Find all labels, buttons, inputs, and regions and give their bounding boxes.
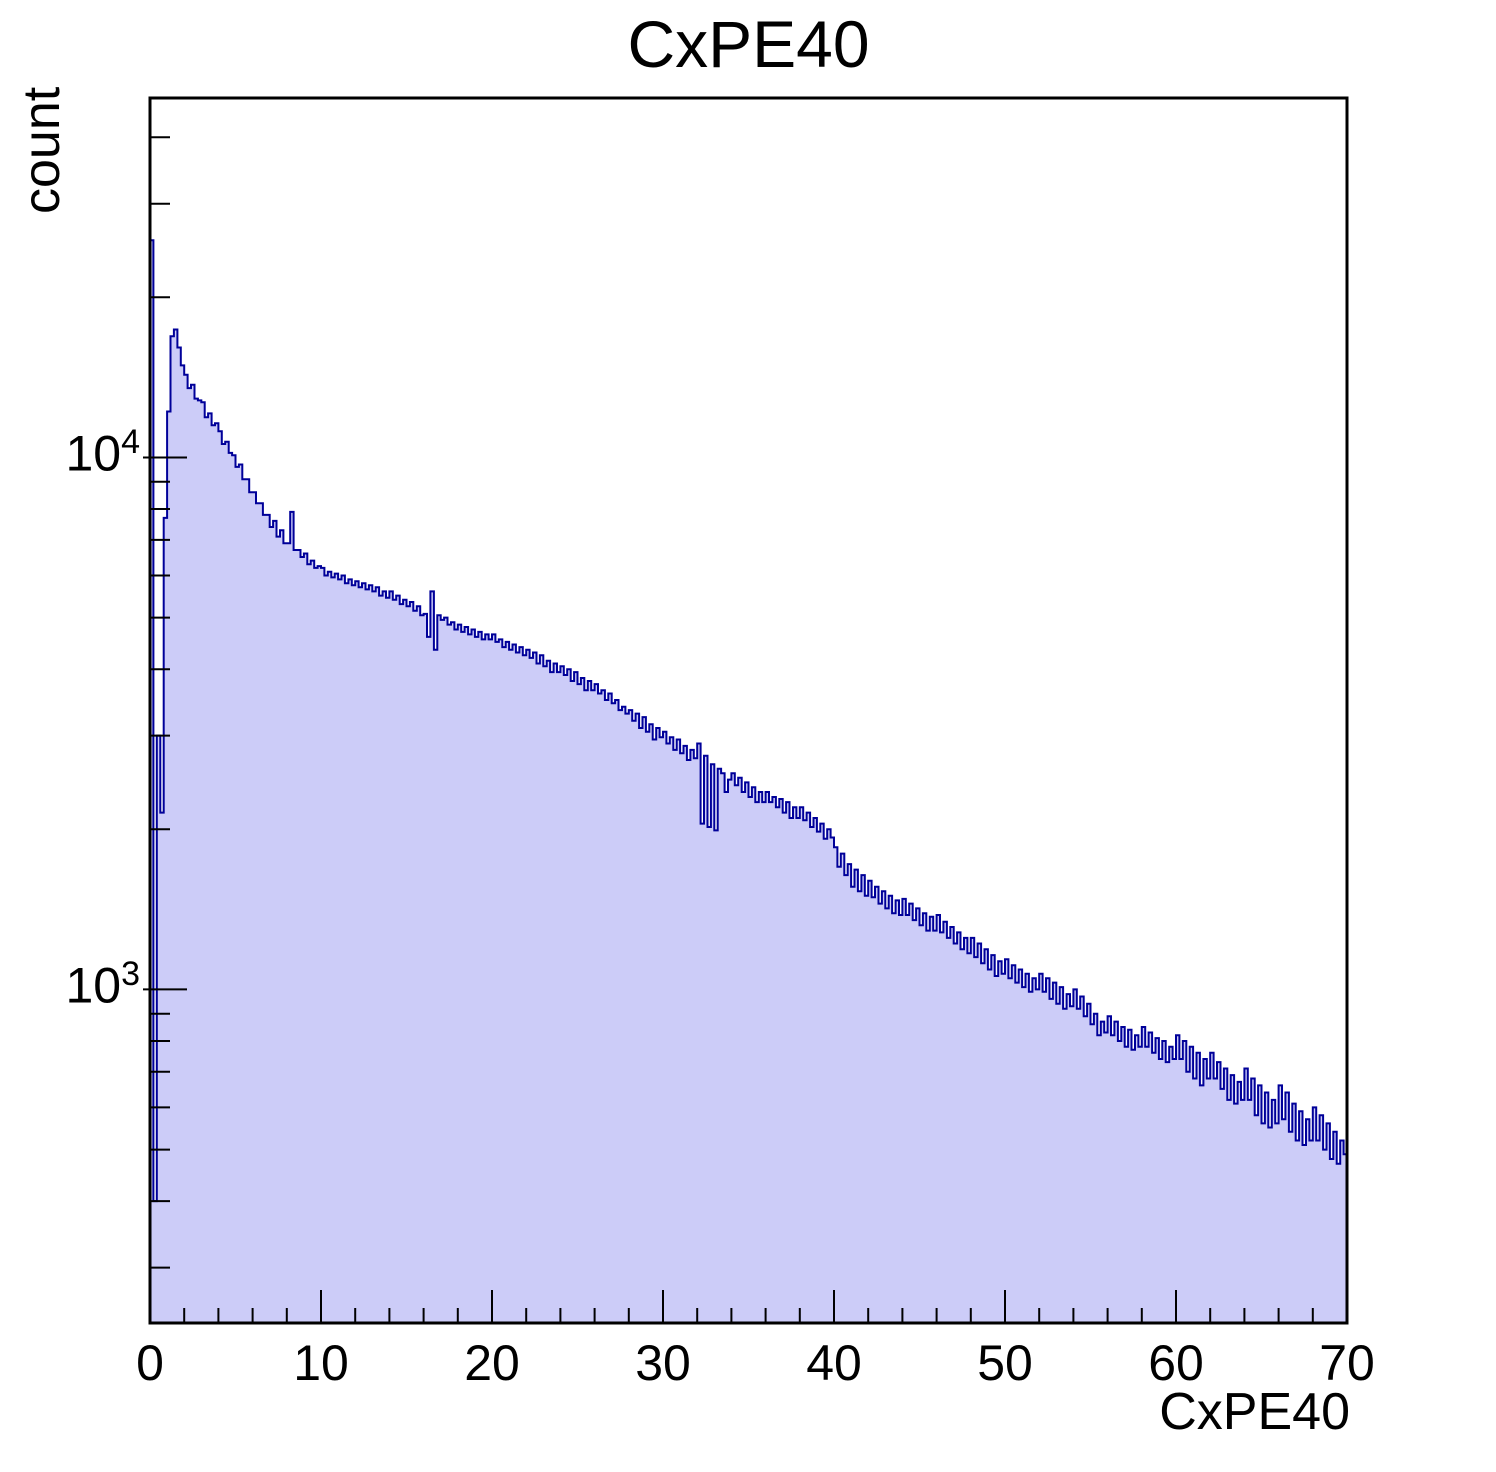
x-tick-label: 10 bbox=[293, 1335, 349, 1391]
x-tick-label: 30 bbox=[635, 1335, 691, 1391]
plot-frame bbox=[148, 96, 1349, 1325]
y-tick-label: 104 bbox=[65, 423, 140, 483]
x-axis-title: CxPE40 bbox=[1159, 1383, 1350, 1441]
x-tick-label: 0 bbox=[136, 1335, 164, 1391]
y-tick-label: 103 bbox=[65, 955, 140, 1015]
x-tick-label: 60 bbox=[1148, 1335, 1204, 1391]
x-tick-label: 50 bbox=[977, 1335, 1033, 1391]
histogram-area bbox=[149, 239, 1348, 1324]
chart-title: CxPE40 bbox=[627, 7, 870, 81]
x-tick-label: 70 bbox=[1319, 1335, 1375, 1391]
x-tick-label: 20 bbox=[464, 1335, 520, 1391]
x-tick-label: 40 bbox=[806, 1335, 862, 1391]
